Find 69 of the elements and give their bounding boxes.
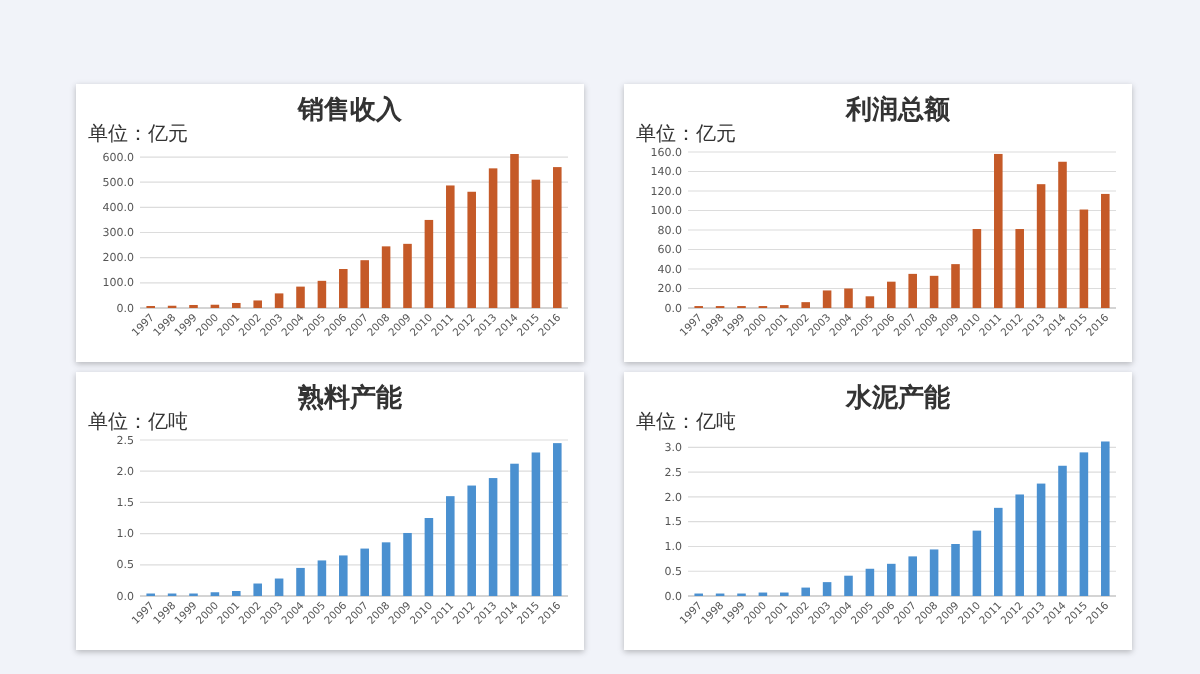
bar [972, 530, 982, 596]
bar [1058, 465, 1067, 596]
bar [360, 260, 369, 308]
bar [951, 544, 960, 596]
chart-title: 销售收入 [296, 94, 404, 126]
bar [887, 281, 896, 308]
chart-title: 水泥产能 [844, 382, 952, 414]
bar [865, 568, 875, 596]
bar [381, 542, 391, 596]
bar [1015, 494, 1024, 596]
chart-title: 利润总额 [844, 94, 952, 126]
bar [1079, 209, 1089, 308]
bar [381, 246, 391, 308]
bar [929, 275, 939, 308]
bar [531, 179, 541, 308]
bar [1101, 193, 1110, 308]
bar [1015, 229, 1024, 308]
bar [1036, 184, 1046, 308]
bar [553, 443, 562, 596]
bar [1101, 441, 1110, 596]
bar [488, 478, 498, 596]
bar [296, 286, 305, 308]
chart-subtitle: 单位：亿吨 [88, 410, 188, 434]
bar [994, 507, 1003, 596]
bar [424, 518, 434, 596]
bar [908, 556, 917, 596]
bar [403, 532, 412, 596]
bar [1058, 161, 1067, 308]
bar [339, 555, 348, 596]
bar [253, 583, 262, 596]
bar [994, 153, 1003, 308]
bar [360, 548, 369, 596]
bar [317, 280, 327, 308]
bar [822, 290, 832, 308]
bar [951, 264, 960, 308]
bar [446, 496, 455, 596]
bar [801, 302, 810, 308]
bar [317, 560, 327, 596]
bar [844, 575, 853, 596]
bar [296, 567, 305, 596]
bar [865, 296, 875, 308]
bar [403, 243, 412, 308]
bar [274, 293, 284, 308]
bar [822, 582, 832, 596]
bar [1079, 452, 1089, 596]
bar [553, 167, 562, 308]
bar [929, 549, 939, 596]
chart-subtitle: 单位：亿元 [636, 122, 736, 146]
bar [467, 191, 476, 308]
bar [274, 578, 284, 596]
bar [844, 288, 853, 308]
bar [446, 185, 455, 308]
bar [801, 587, 810, 596]
chart-subtitle: 单位：亿元 [88, 122, 188, 146]
bar [339, 269, 348, 308]
bar [232, 302, 241, 308]
bar [1036, 483, 1046, 596]
bar [531, 452, 541, 596]
bar [467, 485, 476, 596]
bar [887, 563, 896, 596]
chart-subtitle: 单位：亿吨 [636, 410, 736, 434]
bar [424, 219, 434, 308]
chart-title: 熟料产能 [296, 382, 404, 414]
bar [972, 229, 982, 308]
bar [510, 154, 519, 308]
bar [510, 463, 519, 596]
bar [253, 300, 262, 308]
bar [908, 273, 917, 308]
bar [488, 168, 498, 308]
